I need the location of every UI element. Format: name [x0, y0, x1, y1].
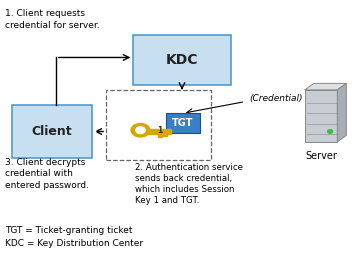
- Circle shape: [328, 130, 333, 133]
- Bar: [147, 129, 170, 134]
- Polygon shape: [305, 83, 347, 90]
- Text: 2. Authentication service
sends back credential,
which includes Session
Key 1 an: 2. Authentication service sends back cre…: [135, 163, 243, 205]
- Text: TGT = Ticket-granting ticket: TGT = Ticket-granting ticket: [5, 226, 132, 235]
- Text: 1: 1: [157, 127, 163, 135]
- Text: 1. Client requests
credential for server.: 1. Client requests credential for server…: [5, 9, 100, 30]
- Text: (Credential): (Credential): [249, 94, 302, 103]
- Polygon shape: [337, 83, 347, 142]
- Circle shape: [131, 123, 150, 137]
- FancyBboxPatch shape: [166, 113, 200, 133]
- FancyBboxPatch shape: [133, 35, 231, 85]
- Circle shape: [136, 127, 145, 134]
- Text: KDC: KDC: [166, 53, 198, 67]
- Polygon shape: [305, 90, 337, 142]
- Text: TGT: TGT: [172, 118, 194, 128]
- Bar: [163, 134, 167, 136]
- FancyBboxPatch shape: [12, 105, 92, 158]
- Text: 3. Client decrypts
credential with
entered password.: 3. Client decrypts credential with enter…: [5, 158, 89, 190]
- Text: Client: Client: [32, 125, 72, 138]
- Bar: [158, 134, 162, 137]
- Text: KDC = Key Distribution Center: KDC = Key Distribution Center: [5, 240, 143, 249]
- Text: Server: Server: [305, 151, 337, 161]
